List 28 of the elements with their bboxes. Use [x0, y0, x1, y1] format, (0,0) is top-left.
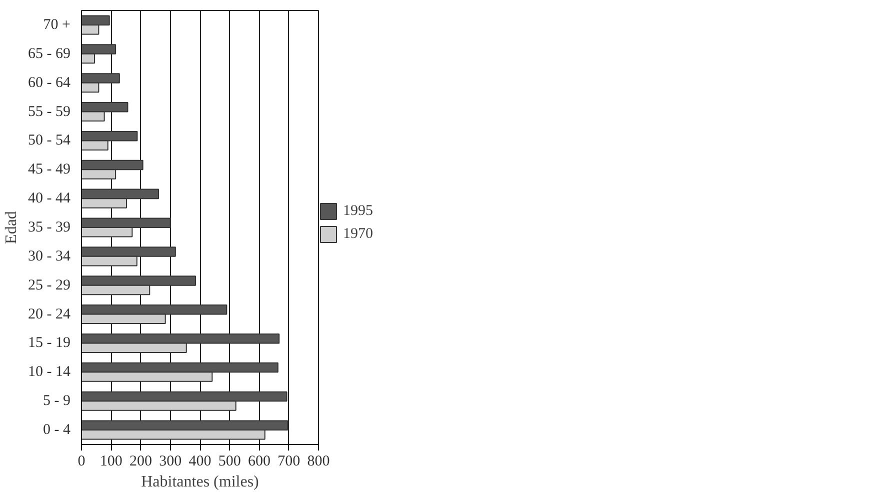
- y-tick-label: 10 - 14: [28, 364, 71, 380]
- y-tick-label: 30 - 34: [28, 248, 71, 264]
- x-tick-label: 200: [130, 454, 152, 470]
- y-tick-label: 15 - 19: [28, 335, 71, 352]
- y-tick-label: 65 - 69: [28, 46, 71, 62]
- legend-label: 1995: [343, 202, 373, 220]
- x-tick-label: 600: [248, 454, 270, 470]
- y-tick-label: 70 +: [43, 16, 71, 33]
- x-tick-label: 800: [307, 454, 330, 470]
- y-tick-label: 5 - 9: [43, 393, 71, 410]
- y-tick-label: 50 - 54: [28, 132, 71, 149]
- y-tick-label: 0 - 4: [43, 422, 71, 438]
- x-tick-label: 700: [278, 454, 300, 470]
- y-tick-label: 45 - 49: [28, 162, 71, 178]
- y-axis-title: Edad: [3, 211, 20, 244]
- x-tick-label: 400: [188, 454, 212, 470]
- y-tick-label: 35 - 39: [28, 220, 71, 236]
- x-tick-label: 0: [78, 454, 86, 470]
- x-axis-title: Habitantes (miles): [141, 474, 259, 490]
- y-tick-label: 55 - 59: [28, 104, 71, 120]
- x-tick-label: 300: [159, 454, 182, 470]
- y-tick-label: 60 - 64: [28, 74, 71, 91]
- legend-label: 1970: [343, 226, 373, 242]
- y-tick-label: 25 - 29: [28, 277, 71, 294]
- y-tick-label: 20 - 24: [28, 306, 71, 322]
- y-tick-label: 40 - 44: [28, 190, 71, 207]
- x-tick-label: 100: [100, 454, 122, 470]
- x-tick-label: 500: [218, 454, 241, 470]
